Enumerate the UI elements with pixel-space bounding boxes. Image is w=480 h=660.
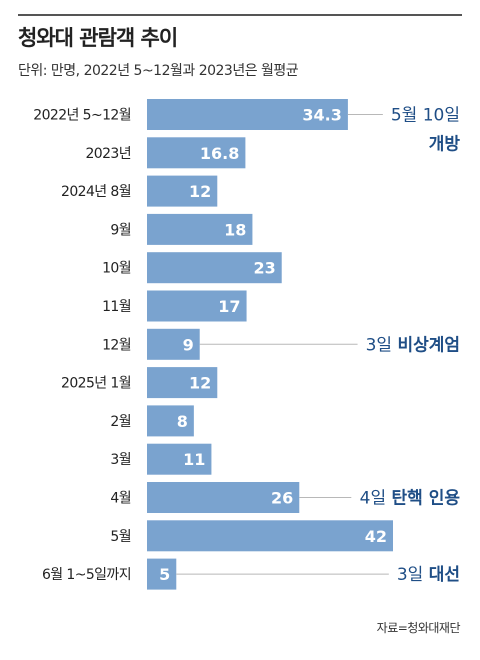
annotation-text: 4일 탄핵 인용	[360, 489, 461, 509]
category-label: 12월	[102, 337, 131, 353]
chart-subtitle: 단위: 만명, 2022년 5~12월과 2023년은 월평균	[18, 63, 299, 79]
value-label: 8	[177, 412, 188, 431]
value-label: 17	[218, 297, 240, 316]
category-label: 6월 1~5일까지	[42, 567, 131, 583]
bar	[147, 252, 282, 284]
source-note: 자료=청와대재단	[376, 621, 461, 635]
bar	[147, 367, 218, 399]
bar	[147, 405, 194, 437]
value-label: 34.3	[302, 106, 341, 125]
value-label: 18	[224, 220, 246, 239]
value-label: 9	[183, 335, 194, 354]
category-label: 5월	[110, 529, 131, 545]
bar	[147, 137, 246, 169]
category-label: 2024년 8월	[61, 184, 131, 200]
bar	[147, 482, 300, 513]
chart-title: 청와대 관람객 추이	[18, 26, 178, 50]
bar	[147, 328, 200, 360]
category-label: 11월	[102, 299, 131, 315]
bar	[147, 213, 253, 245]
annotation-text: 5월 10일	[391, 106, 460, 126]
annotation-text: 3일 비상계엄	[366, 335, 460, 355]
category-label: 2월	[110, 414, 131, 430]
value-label: 5	[159, 565, 170, 584]
bar	[147, 290, 247, 322]
value-label: 16.8	[200, 144, 239, 163]
bar	[147, 558, 177, 590]
annotation-text: 개방	[429, 135, 461, 155]
category-label: 2023년	[85, 146, 131, 162]
value-label: 23	[253, 259, 275, 278]
annotation-text: 3일 대선	[397, 565, 460, 585]
value-label: 11	[183, 450, 205, 469]
category-label: 10월	[102, 261, 131, 277]
bar	[147, 99, 348, 130]
category-label: 3월	[110, 452, 131, 468]
bar	[147, 443, 212, 475]
bar	[147, 175, 218, 207]
value-label: 42	[365, 527, 387, 546]
category-label: 2025년 1월	[61, 376, 131, 392]
category-label: 4월	[110, 491, 131, 507]
value-label: 26	[271, 489, 293, 508]
value-label: 12	[189, 374, 211, 393]
category-label: 9월	[110, 222, 131, 238]
value-label: 12	[189, 182, 211, 201]
bar	[147, 520, 393, 552]
top-rule	[18, 14, 462, 16]
category-label: 2022년 5~12월	[33, 108, 131, 124]
